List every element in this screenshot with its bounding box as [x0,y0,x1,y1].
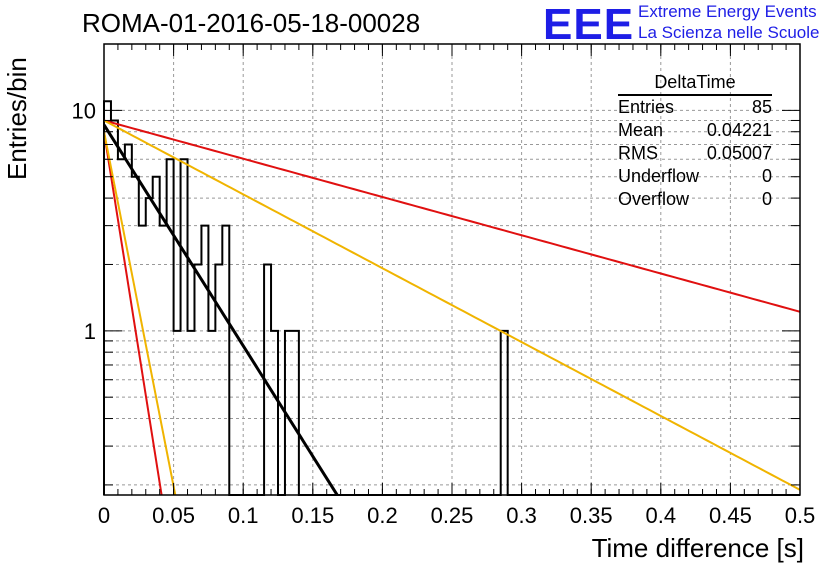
stats-row-mean: Mean 0.04221 [612,119,780,142]
fit-curve [104,131,177,495]
histogram-bin [160,226,167,495]
histogram-bin [501,331,508,495]
y-tick-label: 10 [72,98,96,123]
grid-lines [104,44,800,495]
chart-title: ROMA-01-2016-05-18-00028 [82,8,421,38]
fit-curves [104,119,800,495]
histogram-bin [174,331,181,495]
fit-curve [104,131,163,495]
stats-value: 0 [761,166,772,186]
eee-tagline-1: Extreme Energy Events [638,2,817,21]
x-tick-label: 0.2 [367,503,398,528]
x-tick-label: 0.3 [506,503,537,528]
x-tick-label: 0 [98,503,110,528]
x-tick-label: 0.5 [785,503,816,528]
histogram-bin [222,226,229,495]
fit-curve [104,119,800,313]
x-tick-label: 0.35 [570,503,613,528]
stats-value: 85 [751,97,772,117]
eee-tagline-2: La Scienza nelle Scuole [638,23,820,42]
stats-row-rms: RMS 0.05007 [612,142,780,165]
stats-value: 0.04221 [706,120,772,140]
fit-curve [104,124,339,495]
stats-label: Entries [618,97,675,117]
stats-row-underflow: Underflow 0 [612,165,780,188]
histogram-bin [188,331,195,495]
stats-title: DeltaTime [618,72,772,96]
stats-label: RMS [618,143,658,163]
histogram-bin [181,159,188,495]
x-tick-label: 0.1 [228,503,259,528]
stats-label: Underflow [618,166,700,186]
x-axis-ticks: 0 0.05 0.1 0.15 0.2 0.25 0.3 0.35 0.4 0.45 0.5 [98,44,815,528]
stats-value: 0.05007 [706,143,772,163]
y-axis-ticks: 1 10 [72,98,800,486]
histogram-bin [167,159,174,495]
y-axis-label: Entries/bin [2,57,32,180]
eee-logo: EEE [543,0,635,49]
x-tick-label: 0.45 [709,503,752,528]
x-tick-label: 0.25 [431,503,474,528]
stats-label: Overflow [618,189,690,209]
stats-label: Mean [618,120,664,140]
histogram-bin [125,145,132,495]
x-tick-label: 0.05 [152,503,195,528]
x-tick-label: 0.15 [291,503,334,528]
y-tick-label: 1 [84,319,96,344]
histogram-bin [208,331,215,495]
x-axis-label: Time difference [s] [591,533,804,563]
stats-value: 0 [761,189,772,209]
stats-box: DeltaTime Entries 85 Mean 0.04221 RMS 0.… [612,72,780,211]
histogram-bin [201,226,208,495]
fit-curve [104,119,800,491]
x-tick-label: 0.4 [646,503,677,528]
histogram-bin [132,177,139,495]
histogram-bin [271,331,278,495]
stats-row-entries: Entries 85 [612,96,780,119]
histogram-bin [292,331,299,495]
stats-row-overflow: Overflow 0 [612,188,780,211]
